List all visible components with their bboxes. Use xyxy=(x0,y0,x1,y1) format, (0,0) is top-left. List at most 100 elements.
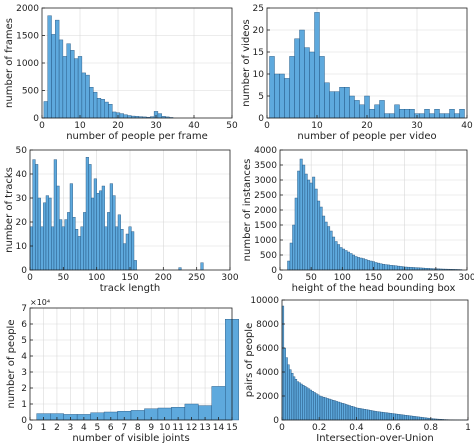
bar xyxy=(359,104,365,119)
bar xyxy=(434,108,440,119)
bar xyxy=(400,414,404,421)
x-tick-label: 4 xyxy=(81,423,87,433)
bar xyxy=(283,347,286,421)
bar xyxy=(304,386,307,421)
x-axis-label: number of people per frame xyxy=(66,131,208,142)
bar xyxy=(109,183,113,271)
bar xyxy=(363,409,366,421)
bar xyxy=(389,265,393,271)
x-tick-label: 300 xyxy=(458,273,474,283)
bar xyxy=(326,398,329,421)
x-tick-label: 100 xyxy=(334,273,351,283)
bar xyxy=(77,236,81,271)
x-tick-label: 11 xyxy=(172,423,183,433)
bar xyxy=(394,104,400,119)
bar xyxy=(410,415,413,421)
bar xyxy=(341,403,344,421)
bar xyxy=(108,104,113,119)
y-multiplier: ×10⁴ xyxy=(30,298,50,307)
bar xyxy=(380,411,383,421)
bar xyxy=(69,183,73,271)
bar xyxy=(93,178,97,271)
y-axis-label: number of tracks xyxy=(4,167,15,253)
bar xyxy=(347,251,351,271)
bar xyxy=(328,398,331,421)
bar xyxy=(371,410,374,421)
bar xyxy=(299,158,303,271)
x-tick-label: 0 xyxy=(27,423,33,433)
y-tick-label: 10 xyxy=(16,242,28,252)
bar xyxy=(300,383,303,421)
chart-iou: 0 0.2 0.4 0.6 0.8 1 0 2000 4000 6000 8000 10000 Inte… xyxy=(244,296,471,444)
bar xyxy=(285,357,288,421)
y-tick-label: 1000 xyxy=(16,59,39,69)
bar xyxy=(382,264,385,271)
bar xyxy=(128,226,132,271)
y-tick-label: 4000 xyxy=(254,146,277,156)
bar xyxy=(96,192,100,271)
x-tick-label: 3 xyxy=(68,423,74,433)
chart-track-length: 0 50 100 150 200 250 300 0 10 20 30 40 50 track lengt… xyxy=(4,146,239,294)
bar xyxy=(335,401,339,421)
bar xyxy=(43,101,48,119)
bar xyxy=(299,29,305,119)
x-tick-label: 0 xyxy=(279,423,285,433)
bar xyxy=(334,91,340,119)
x-tick-label: 40 xyxy=(188,121,200,131)
bar xyxy=(444,113,450,119)
bar xyxy=(404,415,407,421)
bar xyxy=(397,414,400,421)
bar xyxy=(361,408,365,421)
bar xyxy=(211,386,226,421)
bar xyxy=(357,257,360,271)
x-tick-label: 150 xyxy=(365,273,382,283)
bar xyxy=(384,412,387,421)
x-axis-label: track length xyxy=(100,283,161,294)
bar xyxy=(294,379,298,421)
bar xyxy=(309,51,315,119)
y-tick-label: 20 xyxy=(253,26,265,36)
y-tick-label: 10 xyxy=(253,70,265,80)
bar xyxy=(314,12,320,119)
bar xyxy=(58,39,64,119)
x-tick-label: 20 xyxy=(361,121,373,131)
y-tick-label: 0 xyxy=(21,416,27,426)
bar xyxy=(309,182,313,271)
bar xyxy=(409,267,413,271)
bar xyxy=(99,190,103,271)
bar xyxy=(40,226,44,271)
x-tick-label: 15 xyxy=(226,423,237,433)
x-tick-label: 30 xyxy=(411,121,423,131)
bar xyxy=(45,195,49,271)
bar xyxy=(53,159,57,271)
bar xyxy=(70,50,75,119)
bar xyxy=(358,408,361,421)
y-axis-label: number of frames xyxy=(4,18,15,108)
y-tick-label: 0 xyxy=(258,114,264,124)
bar xyxy=(346,404,350,421)
x-tick-label: 200 xyxy=(155,273,172,283)
chart-head-bbox-height: 0 50 100 150 200 250 3000500100015002000250030… xyxy=(242,146,474,294)
bar xyxy=(398,414,402,421)
x-tick-label: 9 xyxy=(148,423,154,433)
bar xyxy=(313,392,316,421)
bar xyxy=(96,97,102,119)
bar xyxy=(348,405,352,421)
bar xyxy=(374,411,378,421)
bar xyxy=(429,113,435,119)
bar xyxy=(332,236,336,271)
x-tick-label: 10 xyxy=(311,121,323,131)
bar xyxy=(344,250,348,271)
bar xyxy=(307,179,311,271)
bar xyxy=(294,197,298,271)
bar xyxy=(297,170,301,271)
y-tick-label: 2000 xyxy=(16,4,39,14)
bar xyxy=(374,104,380,119)
bar xyxy=(419,416,422,421)
bar xyxy=(424,108,430,119)
y-tick-label: 4000 xyxy=(256,368,279,378)
bar xyxy=(369,410,372,421)
bar xyxy=(382,412,385,421)
x-tick-label: 2 xyxy=(54,423,60,433)
